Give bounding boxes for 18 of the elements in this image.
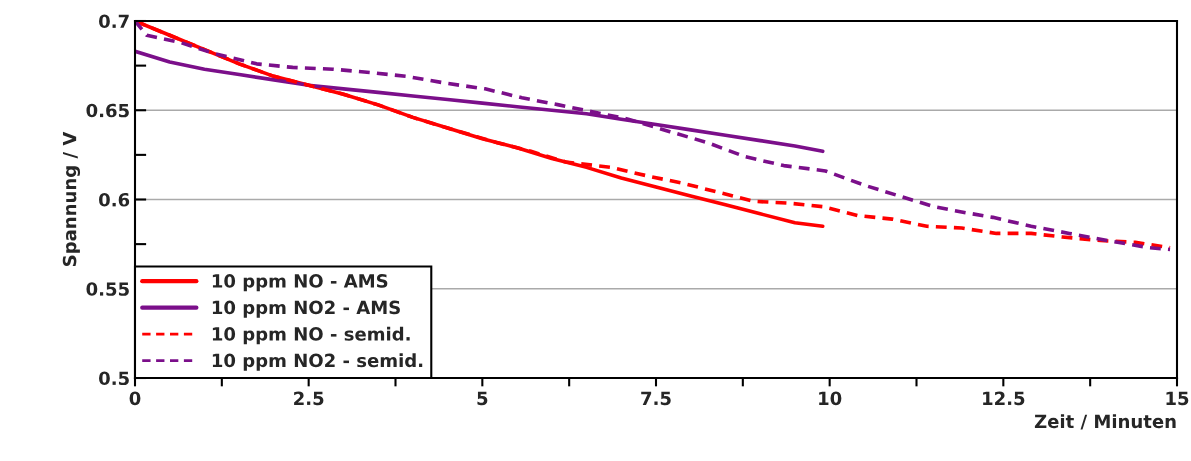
y-tick-label: 0.55 [86,282,129,296]
x-tick-label: 5 [477,391,488,406]
legend-label: 10 ppm NO2 - semid. [212,353,423,371]
y-tick-label: 0.7 [99,14,129,29]
x-axis-title: Zeit / Minuten [1034,414,1176,430]
x-tick-label: 10 [819,391,842,406]
legend-label: 10 ppm NO - AMS [212,274,388,292]
x-tick-label: 7.5 [641,391,671,406]
legend-label: 10 ppm NO - semid. [212,326,410,345]
x-tick-label: 15 [1166,391,1189,406]
y-tick-label: 0.65 [86,103,129,118]
x-tick-label: 12.5 [983,391,1025,406]
x-tick-label: 2.5 [294,391,324,406]
y-tick-label: 0.6 [99,192,130,207]
y-axis-title: Spannung / V [62,131,81,266]
legend-label: 10 ppm NO2 - AMS [212,300,400,318]
y-tick-label: 0.5 [99,371,129,386]
x-tick-label: 0 [129,391,141,406]
